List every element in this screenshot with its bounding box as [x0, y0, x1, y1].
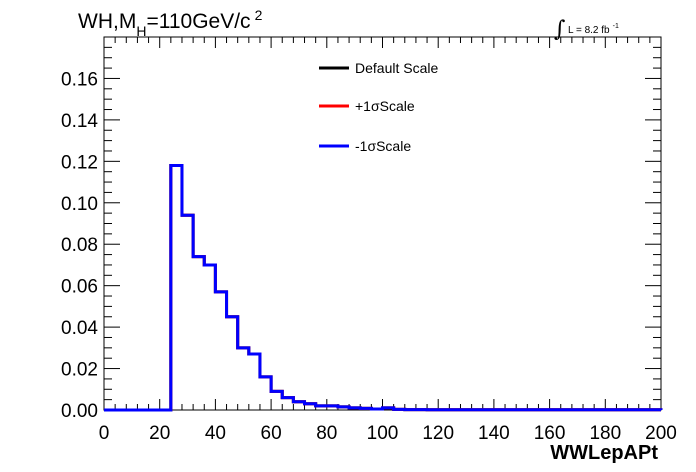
- y-tick-label: 0.08: [61, 235, 98, 256]
- x-tick-label: 20: [149, 423, 170, 444]
- y-tick-label: 0.16: [61, 69, 98, 90]
- plot-frame: [103, 36, 662, 411]
- legend: Default Scale +1σScale -1σScale: [319, 60, 438, 154]
- y-tick-label: 0.12: [61, 152, 98, 173]
- x-tick-label: 140: [478, 423, 510, 444]
- legend-label: +1σScale: [355, 98, 415, 114]
- x-tick-label: 60: [261, 423, 282, 444]
- series-group: [104, 163, 663, 412]
- x-tick-label: 100: [367, 423, 399, 444]
- title-part-main: WH,M: [78, 10, 136, 33]
- x-tick-label: 200: [645, 423, 677, 444]
- x-tick-label: 160: [534, 423, 566, 444]
- series-default-scale: [104, 163, 663, 412]
- title-part-sup: 2: [255, 7, 263, 23]
- title-part-rest: =110GeV/c: [146, 10, 250, 33]
- lumi-text: L = 8.2 fb -1: [568, 23, 619, 36]
- x-tick-label: 180: [589, 423, 621, 444]
- x-tick-label: 40: [205, 423, 226, 444]
- lumi-value: L = 8.2 fb: [568, 25, 610, 36]
- series-plus1sigma-scale: [104, 163, 663, 412]
- y-tick-label: 0.06: [61, 277, 98, 298]
- lumi-sup: -1: [613, 23, 619, 30]
- y-axis: 0.00 0.02 0.04 0.06 0.08 0.10 0.12 0.14 0.16: [61, 46, 661, 422]
- y-tick-label: 0.02: [61, 360, 98, 381]
- x-axis-label: WWLepAPt: [550, 442, 658, 464]
- y-tick-label: 0.04: [61, 318, 98, 339]
- lumi-integral: ∫: [554, 17, 566, 42]
- y-tick-label: 0.14: [61, 111, 98, 132]
- title-part-sub: H: [136, 23, 146, 39]
- y-tick-label: 0.00: [61, 401, 98, 422]
- x-tick-label: 80: [316, 423, 337, 444]
- legend-label: Default Scale: [355, 60, 438, 76]
- y-tick-label: 0.10: [61, 194, 98, 215]
- x-tick-label: 0: [99, 423, 110, 444]
- x-axis: 0 20 40 60 80 100 120 140 160 180 200: [99, 37, 677, 444]
- series-minus1sigma-scale: [104, 163, 663, 412]
- x-tick-label: 120: [422, 423, 454, 444]
- chart-title: WH,MH=110GeV/c 2: [78, 7, 263, 39]
- legend-label: -1σScale: [355, 138, 411, 154]
